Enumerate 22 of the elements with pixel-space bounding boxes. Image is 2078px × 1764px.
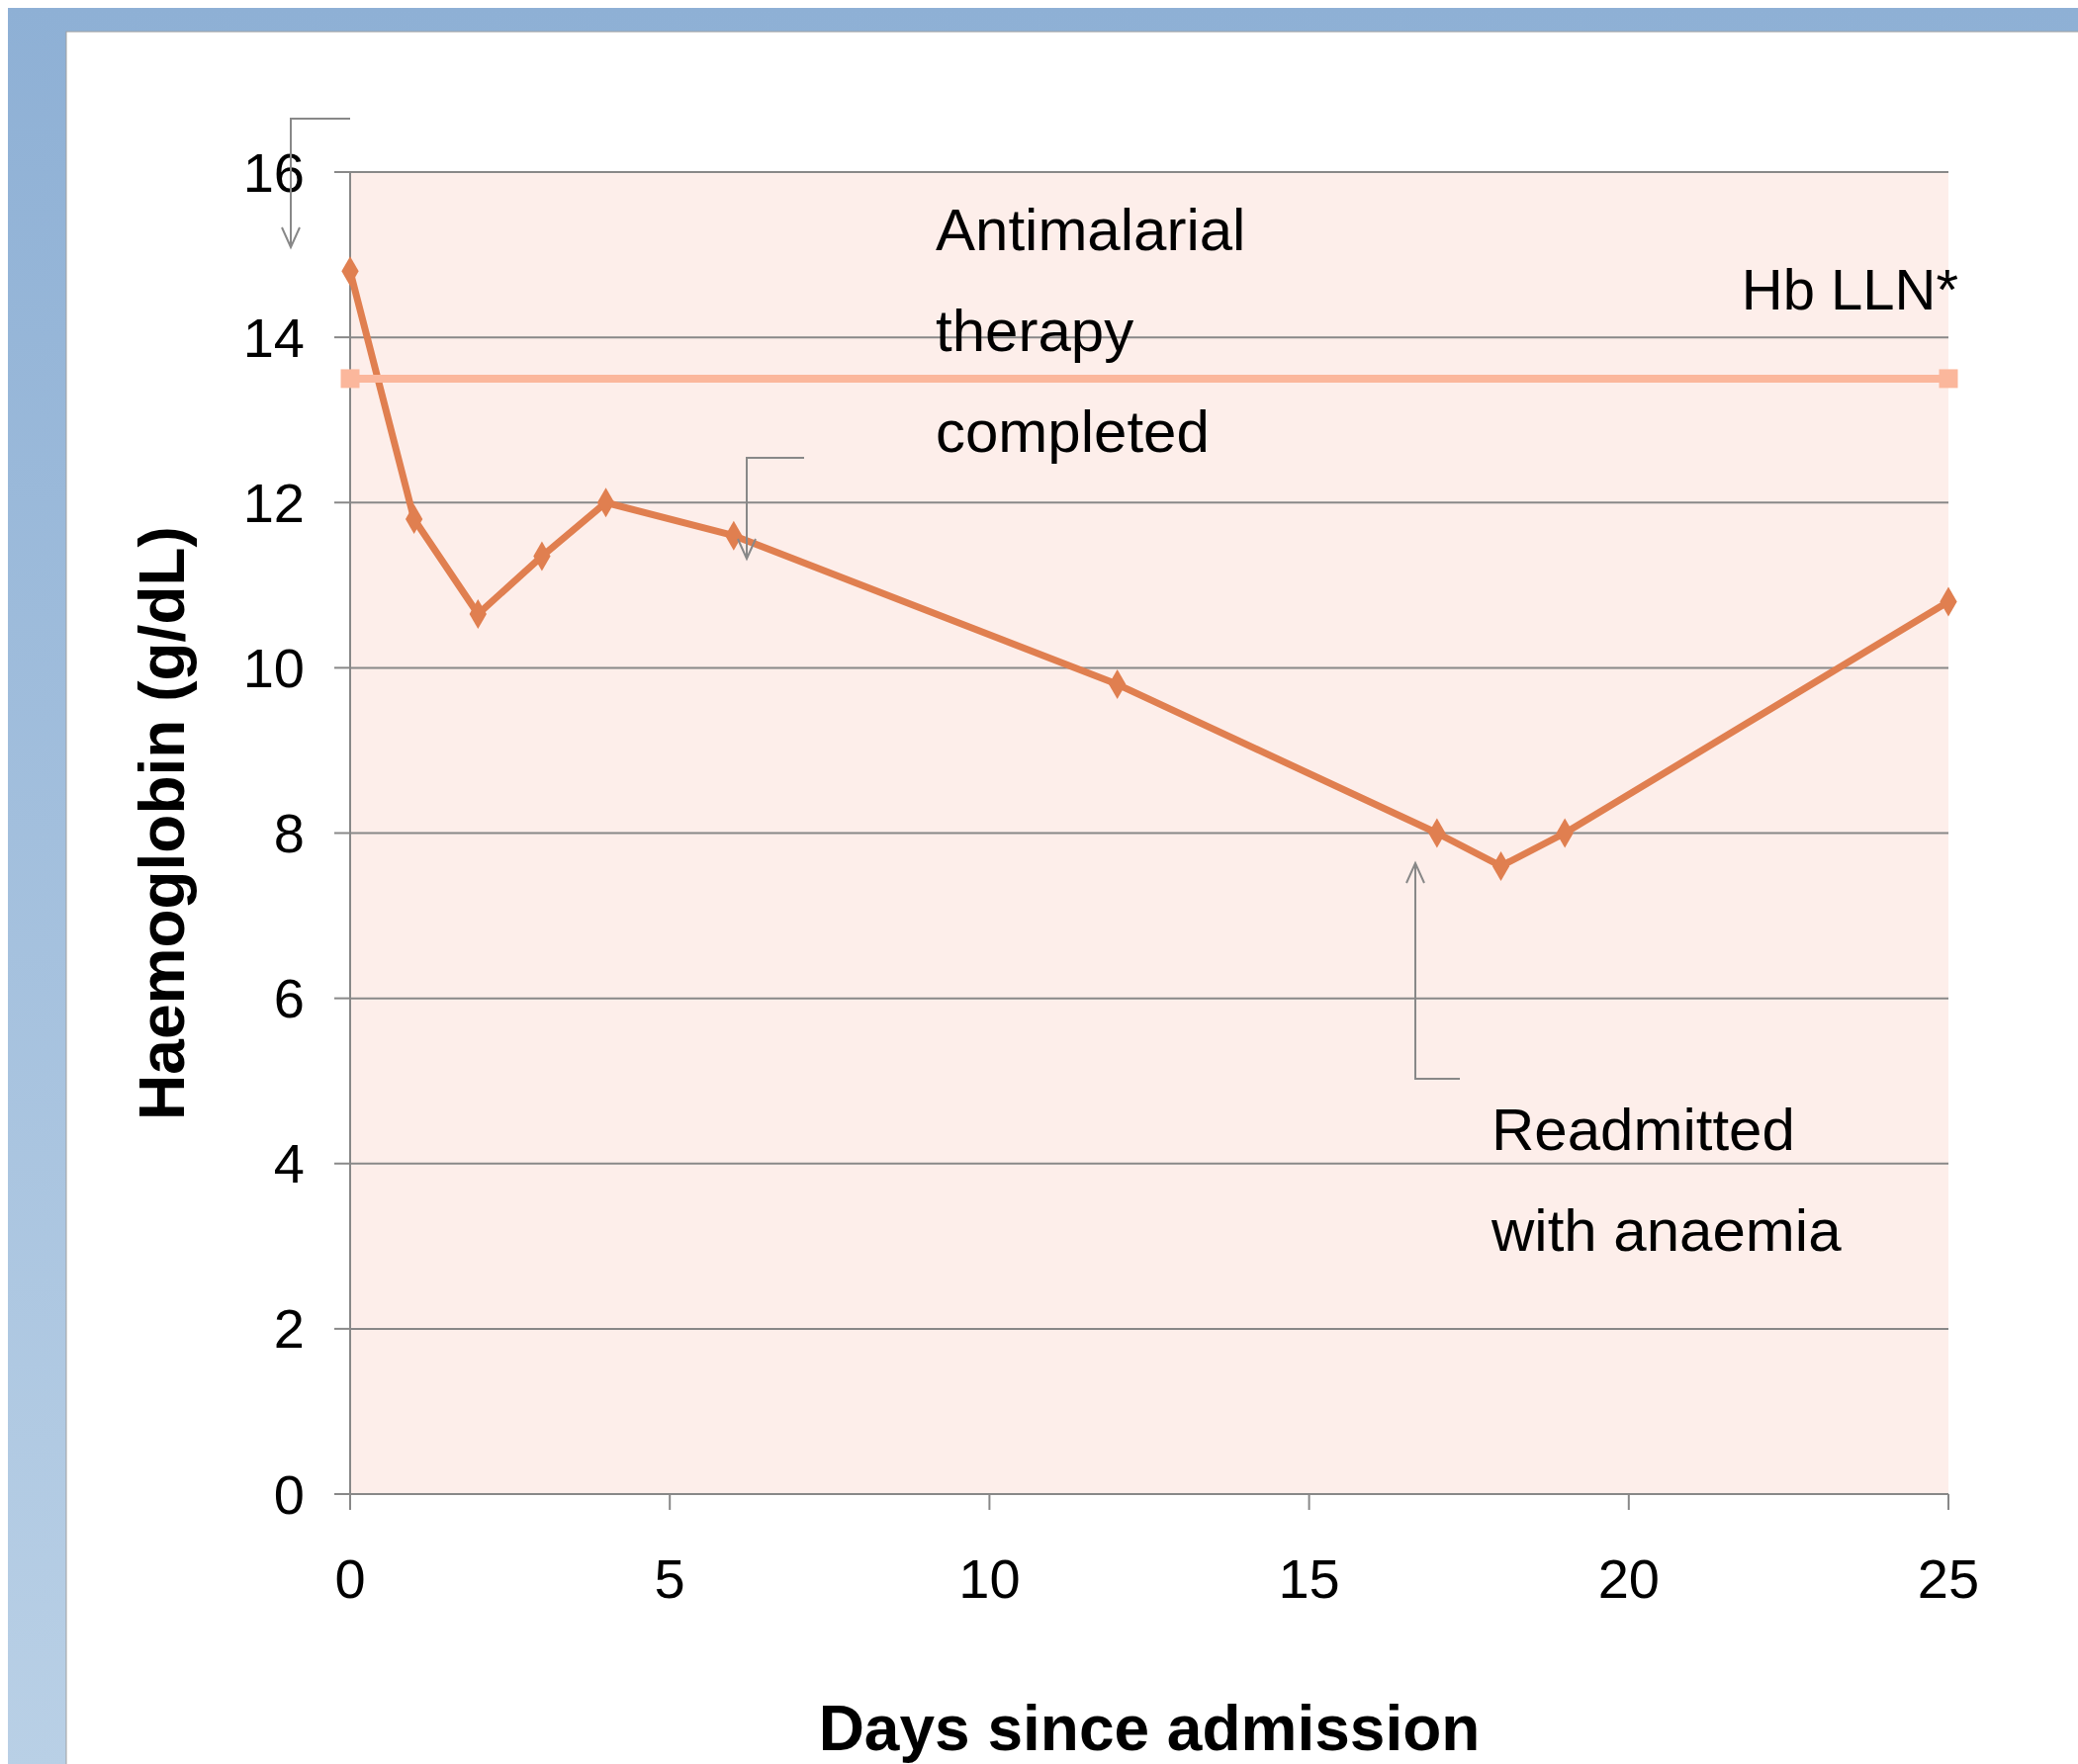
x-tick-label: 25 (1917, 1547, 1980, 1610)
x-tick-label: 20 (1597, 1547, 1660, 1610)
x-tick-label: 0 (334, 1547, 366, 1610)
point (1939, 369, 1958, 389)
annotation: Antimalarial therapy completed (936, 197, 1246, 465)
y-tick-label: 14 (242, 306, 305, 369)
y-axis-title: Haemoglobin (g/dL) (127, 526, 198, 1120)
y-tick-label: 4 (273, 1132, 305, 1195)
x-axis-title: Days since admission (818, 1693, 1481, 1764)
annotation: Readmitted with anaemia (1491, 1097, 1843, 1264)
x-tick-label: 15 (1278, 1547, 1340, 1610)
y-tick-label: 10 (242, 636, 305, 699)
x-tick-label: 5 (654, 1547, 685, 1610)
x-tick-label: 10 (958, 1547, 1021, 1610)
y-tick-label: 16 (242, 140, 305, 204)
y-tick-label: 12 (242, 471, 305, 534)
y-tick-label: 0 (273, 1462, 305, 1526)
series-label: Hb LLN* (1741, 256, 1958, 321)
y-tick-label: 6 (273, 967, 305, 1030)
point (340, 369, 360, 389)
y-tick-label: 2 (273, 1297, 305, 1361)
y-tick-label: 8 (273, 802, 305, 865)
